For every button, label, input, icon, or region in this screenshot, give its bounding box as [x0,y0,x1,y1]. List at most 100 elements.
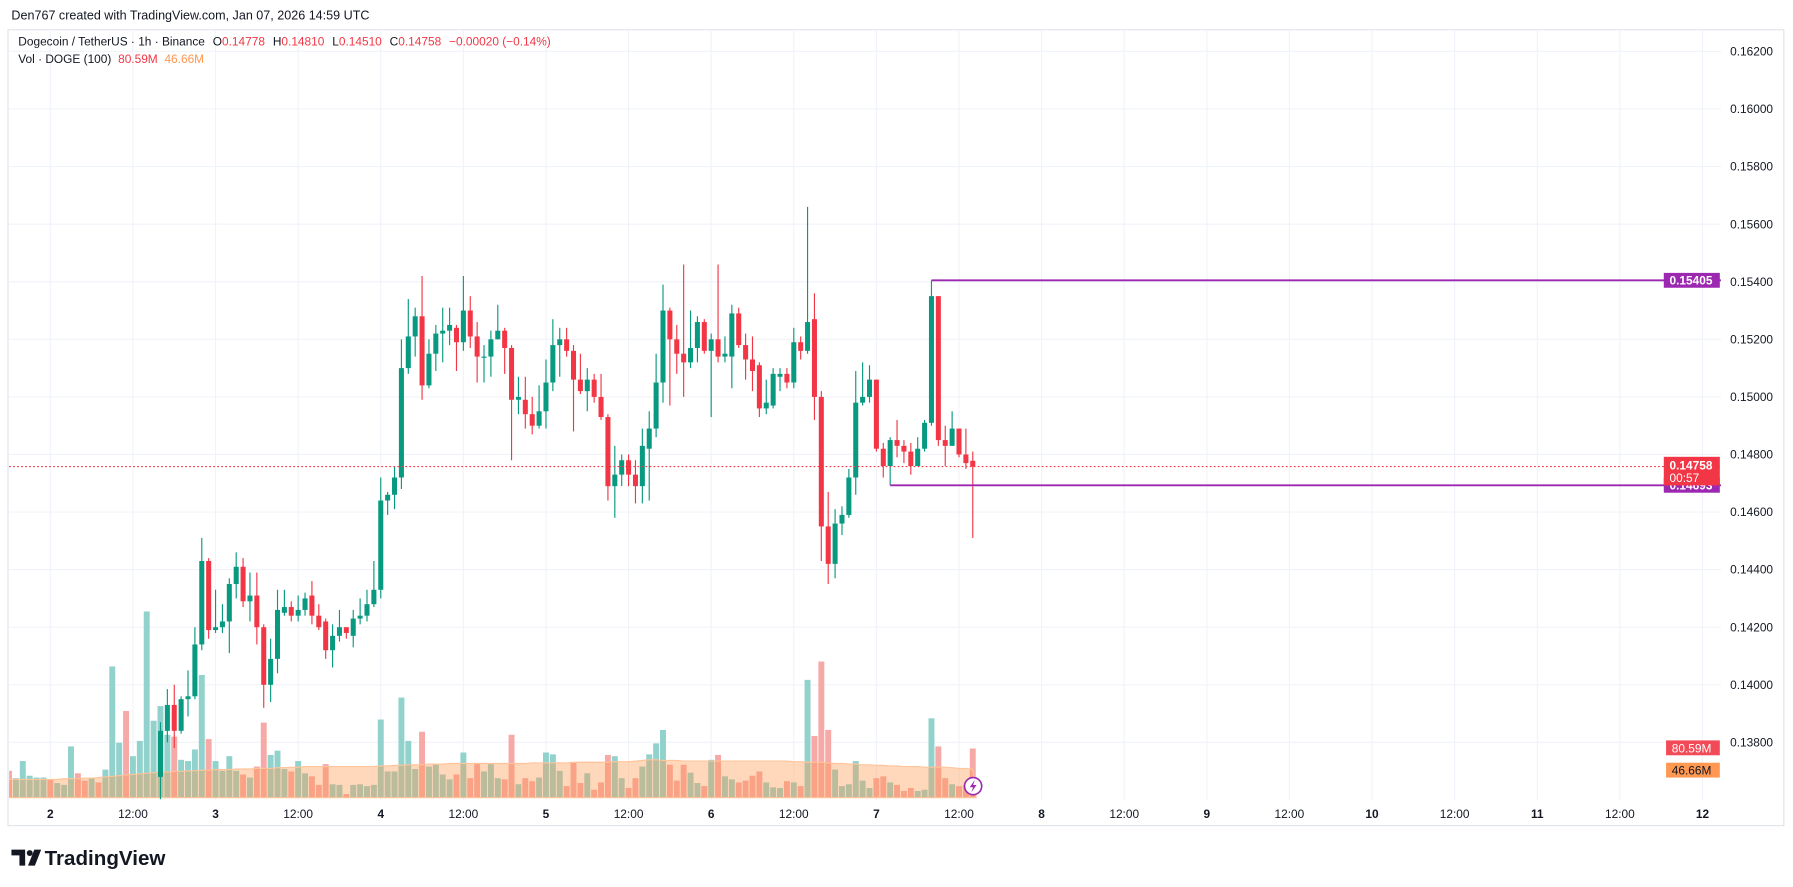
candle[interactable] [336,609,342,642]
candle[interactable] [653,353,659,438]
candle[interactable] [206,558,212,639]
candle[interactable] [433,324,439,371]
candle[interactable] [591,373,597,403]
candle[interactable] [385,491,391,515]
tradingview-logo-icon[interactable] [11,849,42,866]
candle[interactable] [268,638,274,703]
candle[interactable] [440,307,446,363]
candle[interactable] [832,509,838,579]
candle[interactable] [357,598,363,625]
candle[interactable] [880,442,886,478]
lightning-icon[interactable] [963,776,983,796]
candle[interactable] [935,296,941,446]
candle[interactable] [233,552,239,599]
candle[interactable] [605,414,611,501]
candle[interactable] [557,327,563,377]
candle[interactable] [701,319,707,354]
candle[interactable] [364,589,370,622]
candle[interactable] [928,280,934,426]
candle[interactable] [529,396,535,435]
candle[interactable] [467,296,473,348]
candle[interactable] [274,589,281,674]
candle[interactable] [956,428,962,458]
candle[interactable] [192,627,198,700]
candle[interactable] [584,368,590,412]
candle[interactable] [488,330,494,377]
candle[interactable] [316,604,322,631]
candle[interactable] [970,451,976,538]
candle[interactable] [371,560,377,608]
candle[interactable] [254,572,260,645]
candle[interactable] [295,595,301,622]
candle[interactable] [302,592,308,616]
candle[interactable] [447,307,453,346]
symbol-legend[interactable]: Dogecoin / TetherUS · 1h · Binance O0.14… [18,35,551,49]
candle[interactable] [805,206,811,354]
candle[interactable] [632,460,638,504]
candle[interactable] [502,327,508,374]
candle[interactable] [818,391,824,561]
candle[interactable] [942,425,948,466]
candle[interactable] [908,442,914,475]
candle[interactable] [811,293,817,420]
candle[interactable] [853,370,859,495]
candle[interactable] [474,322,480,383]
candle[interactable] [894,419,900,458]
candle[interactable] [412,307,418,357]
candle[interactable] [419,275,425,400]
candle[interactable] [330,624,336,668]
candle[interactable] [405,299,411,374]
candle[interactable] [288,601,294,622]
candle[interactable] [777,368,783,392]
candle[interactable] [509,345,515,461]
candle[interactable] [157,722,163,800]
candle[interactable] [873,379,879,452]
candle[interactable] [171,684,177,749]
candle[interactable] [522,376,528,429]
candle[interactable] [199,537,205,651]
candle[interactable] [240,558,246,608]
price-axis[interactable]: 0.16200 0.16000 0.15800 0.15600 0.15400 0.152… [1730,45,1773,750]
candle[interactable] [213,589,219,633]
candle[interactable] [598,373,604,420]
candle[interactable] [694,316,700,363]
candle[interactable] [178,696,184,734]
candle[interactable] [564,327,570,357]
candle[interactable] [281,589,287,616]
candle[interactable] [866,365,873,403]
candle[interactable] [626,454,632,487]
candle[interactable] [350,609,356,648]
candle[interactable] [398,339,404,490]
candle[interactable] [164,689,170,743]
candle[interactable] [798,336,804,360]
candle[interactable] [495,304,501,340]
candle[interactable] [219,604,225,633]
volume-legend[interactable]: Vol · DOGE (100) 80.59M 46.66M [18,52,204,66]
candle[interactable] [323,618,329,659]
candle[interactable] [639,428,645,504]
time-axis[interactable]: 2 12:00 3 12:00 4 12:00 5 12:00 6 12:00 7 12:00 8 12:… [47,807,1709,821]
candle[interactable] [770,368,776,409]
candle[interactable] [667,307,673,406]
candle[interactable] [688,310,694,369]
candle[interactable] [763,379,769,415]
candle[interactable] [915,437,921,466]
candle[interactable] [378,477,384,599]
candles[interactable] [157,206,976,800]
candle[interactable] [846,468,852,518]
candle[interactable] [743,333,749,380]
candle[interactable] [309,581,315,625]
candle[interactable] [708,333,714,418]
candle[interactable] [453,324,459,371]
candle[interactable] [749,336,756,392]
candle[interactable] [515,376,521,415]
candle[interactable] [577,353,583,395]
candle[interactable] [226,578,232,654]
candle[interactable] [887,437,893,486]
candle[interactable] [392,465,398,510]
candle[interactable] [343,627,349,639]
candle[interactable] [791,327,797,389]
candle[interactable] [619,454,625,487]
